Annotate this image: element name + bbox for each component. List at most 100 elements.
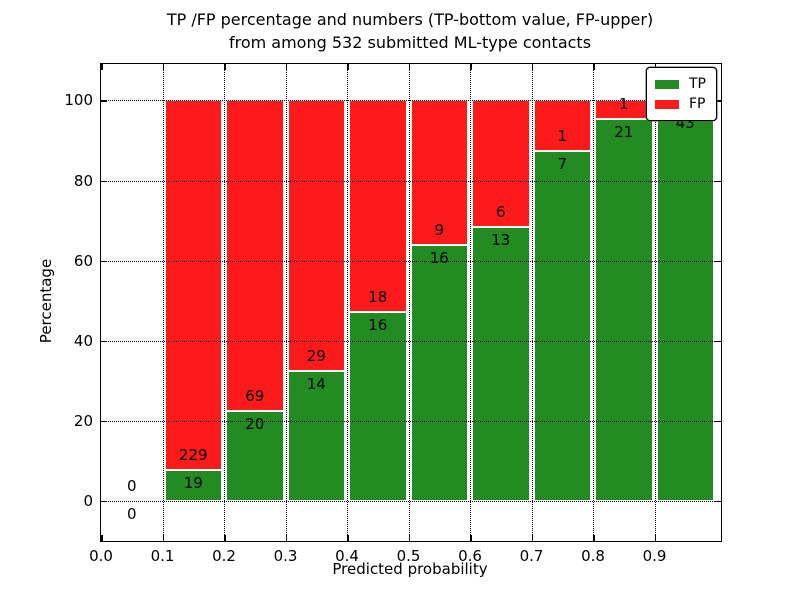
y-tick-mark-right [715, 180, 721, 183]
x-tick-mark-bottom [101, 535, 103, 541]
chart-title-line-1: TP /FP percentage and numbers (TP-bottom… [166, 10, 654, 29]
bar-count-label-tp: 21 [614, 122, 634, 141]
bar-segment-fp [533, 100, 592, 151]
x-tick-mark-bottom [347, 535, 349, 541]
x-tick-label: 0.6 [458, 547, 482, 565]
x-tick-mark-bottom [224, 535, 226, 541]
legend-item-fp: FP [655, 94, 706, 114]
bar-count-label-tp: 16 [429, 248, 449, 267]
y-tick-label: 20 [73, 411, 93, 430]
gridline-horizontal [101, 180, 721, 182]
bar-count-label-tp: 16 [368, 316, 388, 335]
bar-segment-tp [656, 109, 715, 501]
y-tick-mark-right [715, 500, 721, 503]
y-tick-mark-left [101, 180, 107, 183]
x-tick-mark-top [470, 64, 472, 70]
bar-segment-fp [164, 100, 222, 471]
bar-count-label-fp: 29 [306, 346, 326, 365]
gridline-vertical [654, 64, 656, 541]
chart-title-line-2: from among 532 submitted ML-type contact… [228, 33, 592, 52]
y-tick-mark-left [101, 340, 107, 343]
gridline-vertical [347, 64, 349, 541]
gridline-horizontal [101, 260, 721, 262]
x-tick-label: 0.8 [581, 547, 605, 565]
bar-count-label-fp: 1 [619, 94, 629, 113]
bar-count-label-fp: 9 [434, 220, 445, 239]
gridline-horizontal [101, 100, 721, 102]
gridline-horizontal [101, 500, 721, 502]
x-tick-mark-top [285, 64, 288, 70]
legend-item-tp: TP [655, 74, 706, 94]
x-tick-mark-top [531, 64, 534, 70]
bar-count-label-tp: 0 [126, 504, 137, 523]
x-tick-mark-bottom [408, 535, 411, 541]
x-tick-mark-bottom [654, 535, 657, 541]
y-tick-label: 100 [64, 91, 93, 110]
y-tick-mark-right [715, 100, 721, 102]
x-tick-label: 0.5 [396, 547, 421, 565]
bar-count-label-tp: 20 [245, 414, 265, 433]
x-tick-label: 0.4 [335, 547, 359, 565]
y-tick-mark-left [101, 420, 107, 423]
gridline-vertical [470, 64, 472, 541]
bar-segment-fp [226, 100, 284, 411]
legend-tp-label: TP [689, 76, 706, 92]
x-tick-mark-bottom [531, 535, 534, 541]
legend: TP FP [646, 67, 717, 121]
x-tick-mark-bottom [162, 535, 164, 541]
y-tick-mark-left [101, 260, 107, 263]
x-tick-mark-bottom [470, 535, 472, 541]
bar-segment-fp [287, 100, 346, 371]
gridline-vertical [531, 64, 533, 541]
bar-segment-tp [164, 470, 222, 501]
y-tick-label: 80 [73, 171, 93, 190]
bar-segment-tp [533, 150, 592, 501]
plot-area: 0022919692029141816916613171211430.00.10… [64, 63, 722, 565]
gridline-horizontal [101, 340, 721, 342]
bar-count-label-tp: 7 [557, 154, 568, 173]
chart-title: TP /FP percentage and numbers (TP-bottom… [100, 8, 720, 54]
x-tick-mark-top [408, 64, 411, 70]
gridline-vertical [224, 64, 226, 541]
gridline-vertical [593, 64, 595, 541]
y-tick-label: 60 [73, 251, 93, 270]
x-tick-label: 0.0 [89, 547, 113, 565]
bar-count-label-fp: 1 [557, 126, 568, 145]
x-tick-mark-top [162, 64, 164, 70]
gridline-vertical [285, 64, 287, 541]
x-tick-mark-top [101, 64, 103, 70]
legend-tp-swatch [655, 79, 679, 89]
y-tick-mark-right [715, 260, 721, 263]
x-tick-label: 0.7 [519, 547, 544, 565]
bar-segment-tp [410, 244, 469, 501]
x-tick-mark-top [347, 64, 349, 70]
y-tick-mark-left [101, 500, 107, 503]
x-axis-label: Predicted probability [332, 560, 488, 578]
bar-segment-tp [349, 312, 407, 501]
x-tick-mark-top [593, 64, 595, 70]
gridline-vertical [408, 64, 410, 541]
x-tick-label: 0.1 [150, 547, 175, 565]
gridline-horizontal [101, 420, 721, 422]
bar-count-label-fp: 69 [245, 386, 265, 405]
bar-count-label-fp: 18 [368, 288, 388, 307]
x-tick-mark-bottom [285, 535, 288, 541]
bar-count-label-tp: 14 [306, 374, 326, 393]
bar-segment-tp [595, 118, 653, 501]
bar-count-label-fp: 6 [496, 202, 506, 221]
gridline-vertical [162, 64, 164, 541]
y-tick-label: 40 [73, 331, 93, 350]
y-tick-mark-right [715, 340, 721, 343]
y-tick-mark-left [101, 100, 107, 102]
bar-count-label-tp: 13 [491, 230, 511, 249]
bar-segment-fp [410, 100, 469, 245]
y-tick-label: 0 [83, 491, 93, 510]
bar-count-label-fp: 229 [178, 446, 208, 465]
x-tick-mark-bottom [593, 535, 595, 541]
x-tick-label: 0.2 [212, 547, 236, 565]
x-tick-label: 0.3 [273, 547, 298, 565]
bar-segment-tp [287, 370, 346, 501]
legend-fp-swatch [655, 99, 679, 109]
bar-segment-fp [349, 100, 407, 313]
